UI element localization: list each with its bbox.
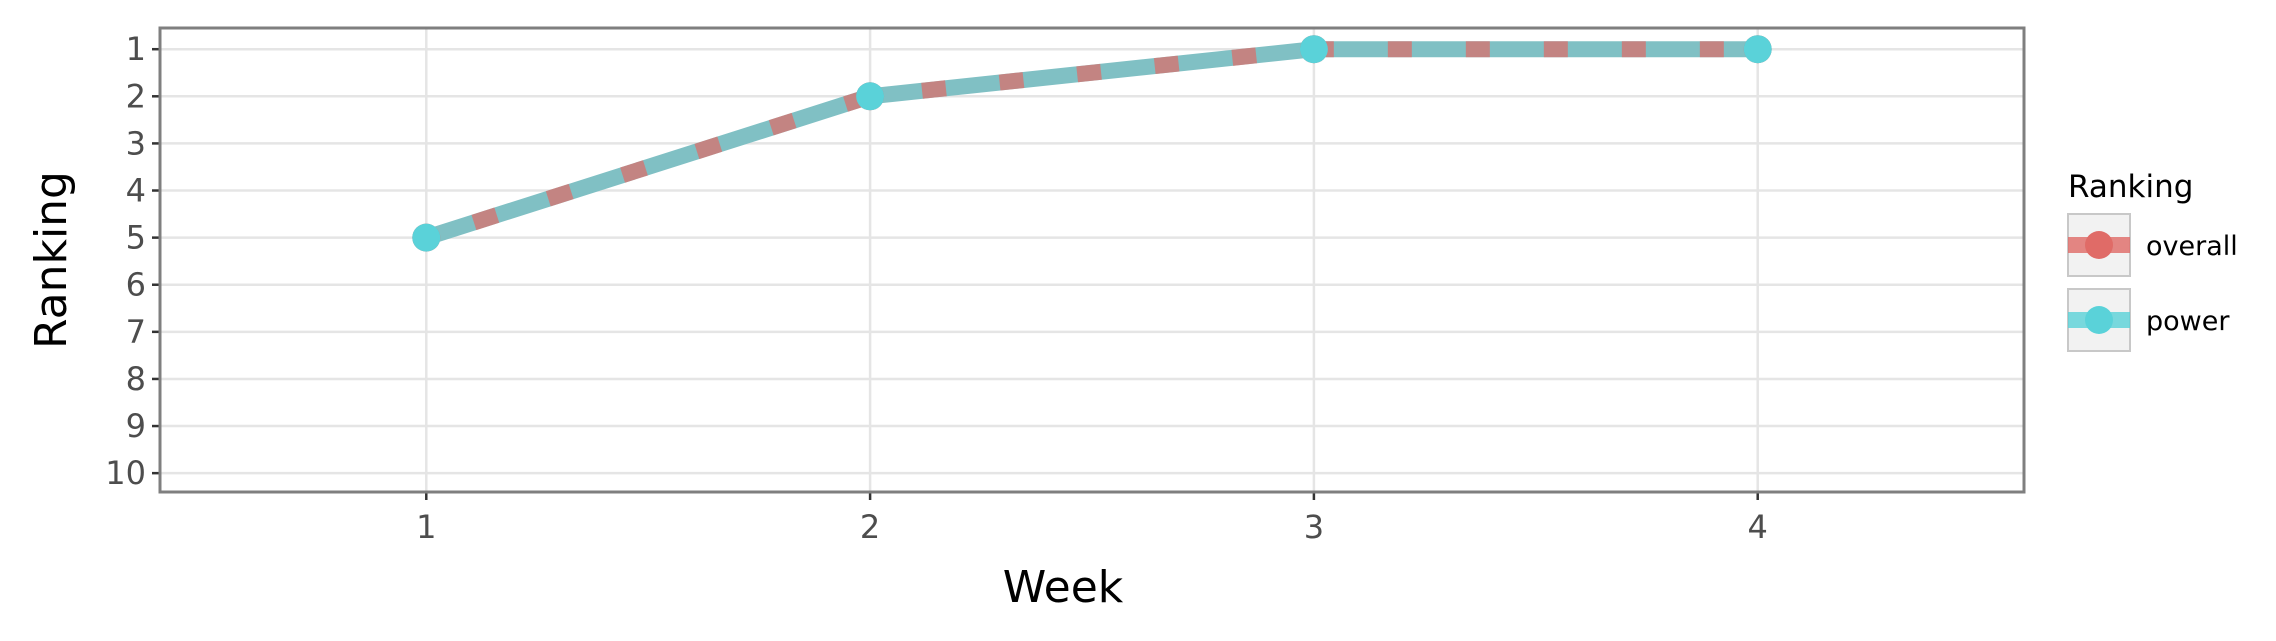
y-tick-label: 7 (126, 313, 146, 351)
legend-key-point (2085, 306, 2113, 334)
legend-key-point (2085, 231, 2113, 259)
y-tick-label: 2 (126, 77, 146, 115)
series-lines (412, 35, 1772, 252)
series-power-point (856, 82, 885, 111)
y-axis-title: Ranking (26, 171, 77, 349)
x-tick-label: 3 (1304, 508, 1324, 546)
y-tick-label: 6 (126, 266, 146, 304)
legend-label: overall (2146, 231, 2238, 262)
legend-entries: overall power (2067, 213, 2238, 352)
plot-background (160, 28, 2024, 492)
x-tick-label: 1 (416, 508, 436, 546)
series-power-point (1299, 35, 1328, 64)
legend-title: Ranking (2068, 169, 2193, 205)
y-tick-label: 9 (126, 407, 146, 445)
y-tick-label: 10 (105, 454, 146, 492)
legend-entry-overall: overall (2067, 213, 2238, 277)
series-overall-line (423, 41, 1758, 246)
y-tick-label: 4 (126, 172, 146, 210)
series-power-point (1743, 35, 1772, 64)
y-axis: 1 2 3 4 5 6 7 8 9 10 (105, 30, 160, 492)
legend: Ranking overall power (2067, 169, 2238, 352)
y-tick-label: 1 (126, 30, 146, 68)
legend-label: power (2146, 306, 2230, 337)
x-axis: 1 2 3 4 (416, 492, 1768, 546)
x-tick-label: 2 (860, 508, 880, 546)
y-tick-label: 5 (126, 219, 146, 257)
y-tick-label: 3 (126, 124, 146, 162)
x-axis-title: Week (1003, 562, 1124, 613)
y-tick-label: 8 (126, 360, 146, 398)
x-tick-label: 4 (1748, 508, 1768, 546)
legend-entry-power: power (2067, 288, 2230, 352)
series-power-point (412, 223, 441, 252)
plot-panel-border (158, 26, 2026, 494)
